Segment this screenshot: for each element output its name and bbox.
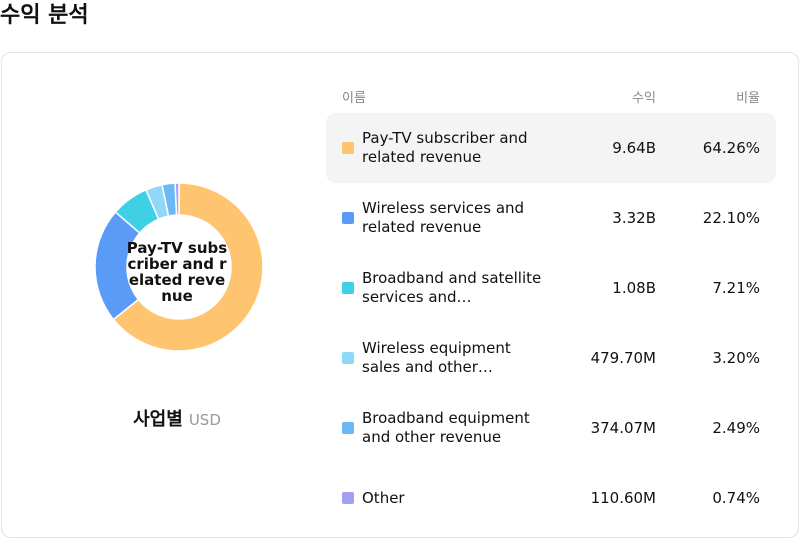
segment-row[interactable]: Broadband and satellite services and… 1.…: [326, 253, 776, 323]
chart-caption-title: 사업별: [133, 409, 183, 430]
legend-swatch: [342, 422, 354, 434]
chart-caption-unit: USD: [188, 411, 221, 429]
segment-name: Broadband and satellite services and…: [362, 269, 542, 306]
revenue-analysis-card: Pay-TV subscriber and related revenue 사업…: [1, 52, 799, 538]
segment-ratio: 2.49%: [712, 419, 760, 437]
chart-area: Pay-TV subscriber and related revenue 사업…: [2, 53, 322, 539]
legend-swatch: [342, 352, 354, 364]
segment-row[interactable]: Pay-TV subscriber and related revenue 9.…: [326, 113, 776, 183]
segment-revenue: 374.07M: [590, 419, 656, 437]
header-revenue: 수익: [632, 91, 656, 106]
donut-slice[interactable]: [112, 182, 264, 352]
table-header: 이름 수익 비율: [326, 87, 776, 107]
segment-name: Pay-TV subscriber and related revenue: [362, 129, 528, 166]
donut-slice[interactable]: [174, 182, 180, 216]
legend-swatch: [342, 212, 354, 224]
segment-name: Other: [362, 488, 405, 507]
segment-revenue: 3.32B: [612, 209, 656, 227]
segment-row[interactable]: Wireless services and related revenue 3.…: [326, 183, 776, 253]
header-ratio: 비율: [736, 91, 760, 106]
segment-ratio: 7.21%: [712, 279, 760, 297]
segment-ratio: 0.74%: [712, 489, 760, 507]
segment-row[interactable]: Other 110.60M 0.74%: [326, 463, 776, 533]
legend-swatch: [342, 142, 354, 154]
segment-name: Wireless services and related revenue: [362, 199, 525, 236]
segment-ratio: 22.10%: [702, 209, 760, 227]
segment-name: Wireless equipment sales and other…: [362, 339, 511, 376]
legend-swatch: [342, 282, 354, 294]
chart-caption: 사업별 USD: [2, 405, 352, 431]
segment-ratio: 3.20%: [712, 349, 760, 367]
segment-revenue: 1.08B: [612, 279, 656, 297]
donut-chart: [94, 182, 264, 352]
segment-name: Broadband equipment and other revenue: [362, 409, 530, 446]
segment-revenue: 110.60M: [590, 489, 656, 507]
donut-center-label: Pay-TV subscriber and related revenue: [126, 239, 228, 305]
segment-row[interactable]: Wireless equipment sales and other… 479.…: [326, 323, 776, 393]
segment-ratio: 64.26%: [702, 139, 760, 157]
segment-list: Pay-TV subscriber and related revenue 9.…: [326, 113, 776, 533]
legend-swatch: [342, 492, 354, 504]
header-name: 이름: [342, 91, 366, 106]
segment-revenue: 479.70M: [590, 349, 656, 367]
segment-row[interactable]: Broadband equipment and other revenue 37…: [326, 393, 776, 463]
segment-revenue: 9.64B: [612, 139, 656, 157]
page-title: 수익 분석: [0, 3, 89, 28]
